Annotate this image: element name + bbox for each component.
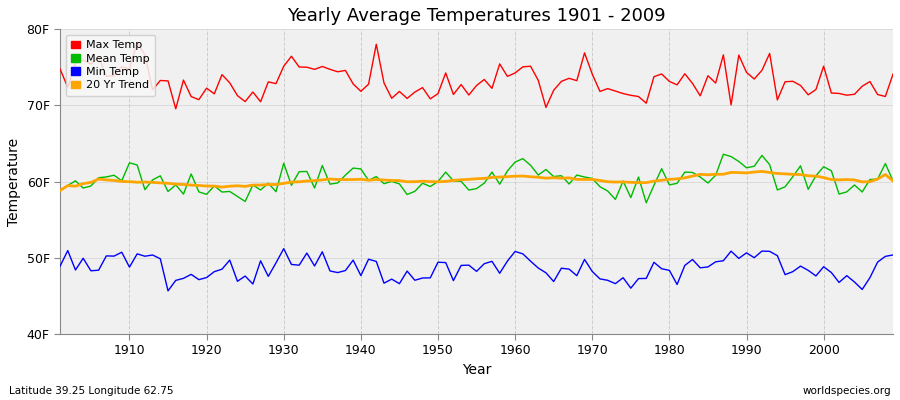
Text: worldspecies.org: worldspecies.org [803, 386, 891, 396]
Title: Yearly Average Temperatures 1901 - 2009: Yearly Average Temperatures 1901 - 2009 [287, 7, 666, 25]
Y-axis label: Temperature: Temperature [7, 138, 21, 226]
X-axis label: Year: Year [462, 363, 491, 377]
Text: Latitude 39.25 Longitude 62.75: Latitude 39.25 Longitude 62.75 [9, 386, 174, 396]
Legend: Max Temp, Mean Temp, Min Temp, 20 Yr Trend: Max Temp, Mean Temp, Min Temp, 20 Yr Tre… [66, 35, 155, 96]
